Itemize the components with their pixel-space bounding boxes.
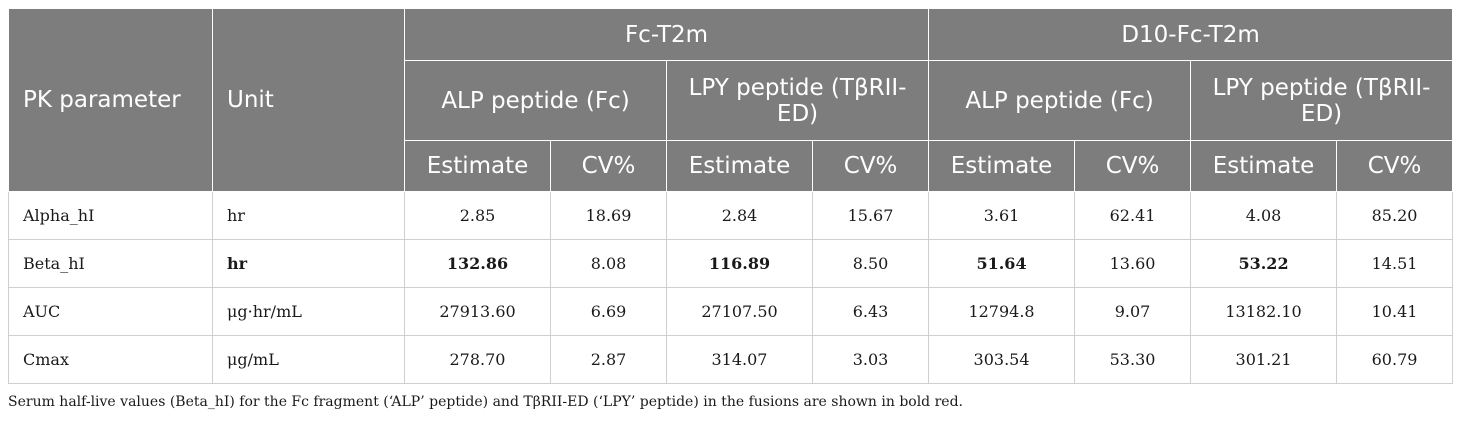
cell-value: 51.64 (928, 239, 1076, 288)
cell-value: 13.60 (1074, 239, 1192, 288)
cell-value: 8.08 (550, 239, 667, 288)
cell-value: 314.07 (666, 335, 813, 384)
header-estimate: Estimate (666, 140, 813, 192)
cell-value: 3.03 (811, 335, 930, 384)
header-estimate: Estimate (928, 140, 1076, 192)
cell-unit: μg·hr/mL (212, 287, 405, 336)
header-estimate: Estimate (404, 140, 551, 192)
cell-value: 12794.8 (928, 287, 1076, 336)
cell-value: 27107.50 (666, 287, 813, 336)
cell-value: 6.43 (811, 287, 930, 336)
header-cv: CV% (550, 140, 667, 192)
header-peptide: LPY peptide (TβRII-ED) (1190, 60, 1454, 141)
cell-value: 14.51 (1336, 239, 1454, 288)
cell-unit: μg/mL (212, 335, 405, 384)
header-cv: CV% (1336, 140, 1454, 192)
header-group-fc-t2m: Fc-T2m (403, 8, 930, 61)
header-group-d10-fc-t2m: D10-Fc-T2m (928, 8, 1454, 61)
cell-value: 15.67 (811, 191, 930, 240)
cell-value: 62.41 (1074, 191, 1192, 240)
table-row: Alpha_hI hr 2.85 18.69 2.84 15.67 3.61 6… (8, 191, 1454, 240)
cell-value: 85.20 (1336, 191, 1454, 240)
pk-parameters-table: PK parameter Unit Fc-T2m D10-Fc-T2m ALP … (8, 8, 1454, 384)
header-peptide: LPY peptide (TβRII-ED) (665, 60, 930, 141)
header-cv: CV% (1074, 140, 1192, 192)
cell-value: 303.54 (928, 335, 1076, 384)
cell-value: 53.22 (1190, 239, 1338, 288)
table-row: AUC μg·hr/mL 27913.60 6.69 27107.50 6.43… (8, 287, 1454, 336)
cell-value: 301.21 (1190, 335, 1338, 384)
cell-value: 2.84 (666, 191, 813, 240)
table-row: Beta_hI hr 132.86 8.08 116.89 8.50 51.64… (8, 239, 1454, 288)
cell-value: 116.89 (666, 239, 813, 288)
table-row: Cmax μg/mL 278.70 2.87 314.07 3.03 303.5… (8, 335, 1454, 384)
header-peptide: ALP peptide (Fc) (404, 60, 667, 141)
cell-value: 9.07 (1074, 287, 1192, 336)
cell-value: 132.86 (404, 239, 551, 288)
cell-value: 2.87 (550, 335, 667, 384)
cell-parameter: AUC (8, 287, 213, 336)
cell-value: 8.50 (811, 239, 930, 288)
header-unit: Unit (212, 8, 405, 192)
cell-value: 18.69 (550, 191, 667, 240)
cell-value: 10.41 (1336, 287, 1454, 336)
cell-value: 13182.10 (1190, 287, 1338, 336)
cell-parameter: Alpha_hI (8, 191, 213, 240)
cell-value: 4.08 (1190, 191, 1338, 240)
cell-parameter: Cmax (8, 335, 213, 384)
cell-value: 278.70 (404, 335, 551, 384)
cell-value: 6.69 (550, 287, 667, 336)
cell-value: 60.79 (1336, 335, 1454, 384)
cell-unit: hr (212, 239, 405, 288)
cell-value: 27913.60 (404, 287, 551, 336)
cell-value: 3.61 (928, 191, 1076, 240)
cell-unit: hr (212, 191, 405, 240)
header-cv: CV% (811, 140, 930, 192)
header-estimate: Estimate (1190, 140, 1338, 192)
header-peptide: ALP peptide (Fc) (928, 60, 1192, 141)
header-pk-parameter: PK parameter (8, 8, 213, 192)
cell-value: 2.85 (404, 191, 551, 240)
table-caption: Serum half-live values (Beta_hI) for the… (8, 394, 963, 410)
cell-parameter: Beta_hI (8, 239, 213, 288)
cell-value: 53.30 (1074, 335, 1192, 384)
